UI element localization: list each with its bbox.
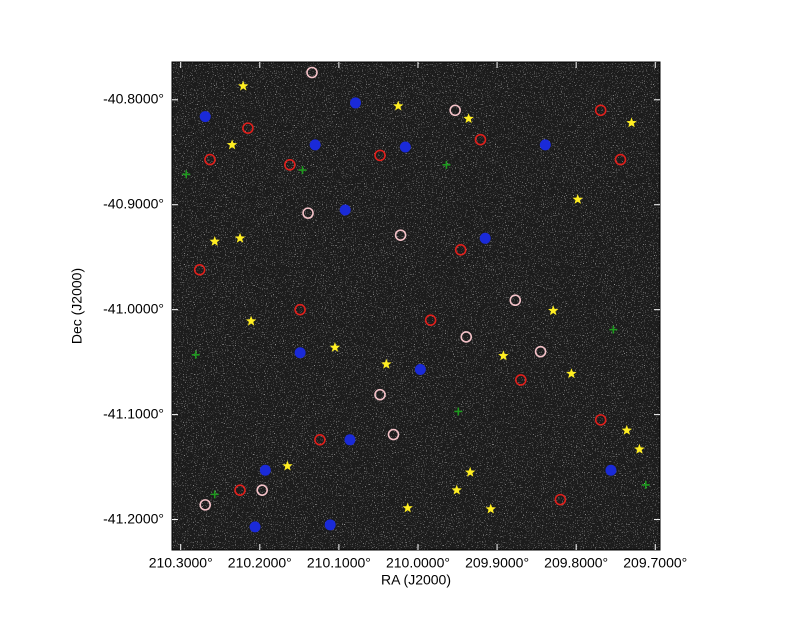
x-axis-label: RA (J2000)	[381, 572, 451, 588]
source-star	[485, 503, 496, 514]
x-tick-label: 209.7000°	[623, 555, 687, 571]
x-tick-label: 209.9000°	[465, 555, 529, 571]
source-circle	[294, 303, 306, 316]
source-star	[572, 194, 583, 204]
source-disk	[479, 232, 491, 244]
plot-frame	[171, 61, 661, 551]
source-star	[209, 236, 220, 246]
source-disk	[539, 139, 551, 151]
source-disk	[349, 97, 361, 109]
x-tick-label: 209.8000°	[544, 555, 608, 571]
source-circle	[256, 484, 268, 496]
source-circle	[199, 499, 212, 511]
source-disk	[249, 521, 261, 533]
source-circle	[614, 153, 627, 166]
y-axis-label: Dec (J2000)	[69, 268, 85, 344]
source-circle	[514, 374, 527, 386]
source-star	[329, 342, 341, 352]
source-plus	[454, 407, 463, 416]
source-circle	[454, 244, 467, 256]
source-circle	[424, 314, 437, 326]
y-tick-label: -40.9000°	[103, 195, 164, 211]
source-disk	[399, 141, 411, 153]
source-circle	[509, 294, 522, 307]
source-star	[402, 502, 413, 513]
sky-noise	[172, 62, 660, 550]
x-tick-label: 210.0000°	[386, 555, 450, 571]
source-circle	[394, 229, 407, 241]
source-disk	[344, 434, 356, 446]
source-circle	[302, 207, 314, 219]
source-disk	[294, 347, 306, 359]
source-circle	[554, 493, 567, 506]
source-circle	[306, 66, 318, 79]
source-star	[498, 350, 509, 361]
source-circle	[460, 331, 473, 343]
source-plus	[191, 350, 200, 359]
source-disk	[259, 464, 271, 476]
source-star	[464, 466, 476, 477]
source-disk	[309, 139, 321, 151]
source-circle	[314, 434, 326, 446]
source-star	[226, 139, 238, 150]
source-plus	[609, 325, 618, 334]
source-circle	[374, 388, 386, 401]
source-circle	[534, 345, 547, 358]
source-circle	[204, 153, 216, 166]
x-tick-label: 210.3000°	[149, 555, 213, 571]
y-tick-label: -41.0000°	[103, 300, 164, 316]
source-star	[548, 305, 559, 316]
source-star	[463, 113, 474, 124]
y-tick-label: -41.1000°	[103, 405, 164, 421]
x-tick-label: 210.1000°	[307, 555, 371, 571]
source-star	[621, 424, 632, 435]
source-circle	[284, 159, 296, 171]
source-disk	[414, 363, 426, 375]
x-tick-label: 210.2000°	[228, 555, 292, 571]
markers	[182, 66, 650, 533]
source-circle	[594, 104, 607, 117]
source-disk	[339, 204, 351, 216]
source-star	[451, 484, 462, 495]
y-tick-label: -40.8000°	[103, 90, 164, 106]
source-disk	[324, 519, 336, 531]
source-star	[566, 368, 577, 379]
source-plus	[298, 166, 307, 175]
source-star	[393, 100, 404, 111]
source-star	[282, 460, 293, 471]
source-plus	[210, 490, 219, 499]
source-circle	[234, 484, 246, 496]
source-disk	[605, 464, 617, 476]
source-star	[634, 443, 645, 454]
source-star	[381, 358, 392, 369]
source-circle	[594, 414, 607, 426]
source-plus	[641, 480, 650, 489]
source-circle	[374, 149, 386, 162]
source-star	[245, 315, 257, 326]
source-circle	[242, 122, 254, 134]
source-circle	[387, 428, 400, 441]
source-circle	[449, 104, 461, 117]
source-star	[626, 117, 637, 128]
source-disk	[199, 111, 211, 123]
source-circle	[474, 133, 487, 146]
source-plus	[182, 170, 191, 179]
y-tick-label: -41.2000°	[103, 510, 164, 526]
source-plus	[442, 160, 451, 169]
source-star	[234, 232, 246, 243]
source-circle	[193, 263, 206, 276]
source-star	[238, 80, 249, 91]
